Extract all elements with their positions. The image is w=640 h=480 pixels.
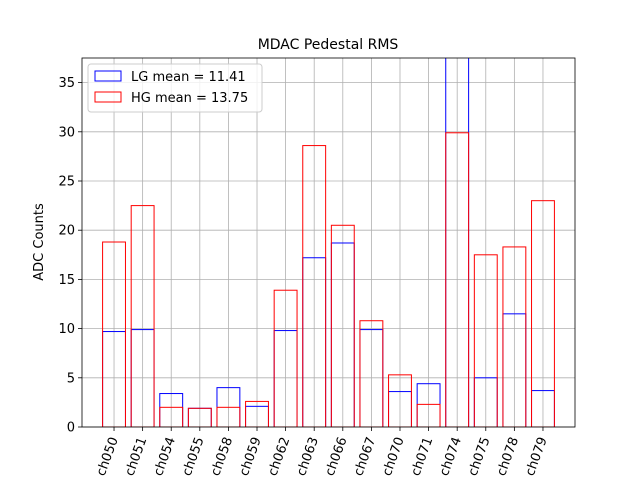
bar (416, 403, 441, 427)
legend-label: HG mean = 13.75 (131, 91, 248, 106)
y-tick-label: 20 (58, 224, 75, 239)
y-tick-label: 25 (58, 175, 75, 190)
bar (359, 320, 384, 427)
legend-box (87, 63, 263, 113)
bar (130, 205, 155, 427)
bar (102, 241, 126, 427)
plot-frame (81, 57, 576, 428)
legend-label: LG mean = 11.41 (131, 70, 246, 85)
bar (473, 254, 498, 427)
legend-swatch (94, 70, 122, 82)
bar (445, 132, 470, 427)
bar (302, 145, 327, 427)
bar (159, 406, 184, 427)
y-tick-label: 35 (58, 76, 75, 91)
chart-title: MDAC Pedestal RMS (258, 37, 399, 53)
y-axis-label: ADC Counts (32, 203, 47, 281)
bar (502, 246, 527, 427)
bar (330, 224, 355, 427)
y-tick-label: 30 (58, 125, 75, 140)
bar (531, 200, 555, 427)
legend: LG mean = 11.41 HG mean = 13.75 (87, 63, 263, 113)
bar (216, 406, 241, 427)
legend-swatch (94, 91, 122, 103)
y-tick-label: 15 (58, 273, 75, 288)
y-tick-label: 5 (67, 371, 75, 386)
bar (273, 289, 298, 427)
y-tick-label: 10 (58, 322, 75, 337)
y-tick-label: 0 (67, 421, 75, 436)
